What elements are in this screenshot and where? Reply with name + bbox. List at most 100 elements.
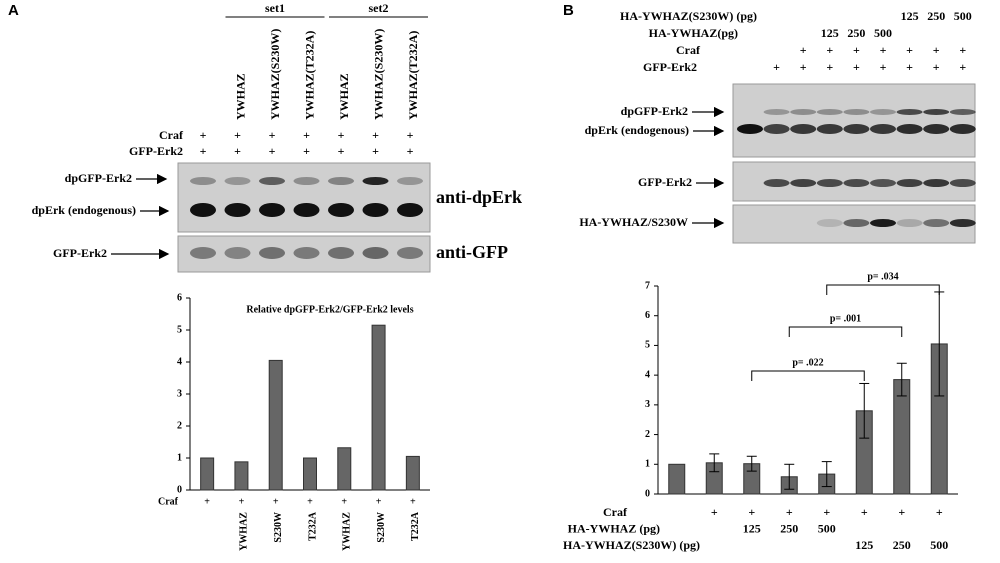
band (949, 219, 976, 227)
band (790, 109, 817, 115)
band (397, 203, 423, 217)
antibody-label: anti-dpErk (436, 187, 522, 207)
row-label: HA-YWHAZ(pg) (649, 26, 738, 40)
row-value: 125 (821, 26, 839, 40)
band (190, 247, 216, 259)
band (843, 124, 870, 134)
lane-label: YWHAZ(T232A) (302, 31, 316, 120)
band (224, 177, 251, 185)
row-label: GFP-Erk2 (129, 144, 183, 158)
band-label: dpGFP-Erk2 (65, 171, 132, 185)
band (763, 109, 790, 115)
x-tick-label: S230W (273, 512, 284, 543)
band (259, 177, 285, 185)
band-label: dpGFP-Erk2 (621, 104, 688, 118)
band (328, 177, 354, 185)
row-value: 500 (930, 538, 948, 552)
row-value: 500 (874, 26, 892, 40)
row-value: + (200, 144, 207, 158)
row-value: + (826, 43, 833, 57)
band (763, 124, 790, 134)
band (190, 203, 216, 217)
row-label: HA-YWHAZ(S230W) (pg) (620, 9, 757, 23)
bar (371, 324, 386, 491)
y-tick-label: 2 (645, 429, 650, 440)
row-value: + (959, 43, 966, 57)
y-tick-label: 5 (645, 340, 650, 351)
row-value: 125 (855, 538, 873, 552)
row-value: + (826, 60, 833, 74)
row-value: + (234, 128, 241, 142)
band (816, 219, 843, 227)
x-tick-label: T232A (307, 511, 318, 541)
band (362, 247, 389, 259)
row-label: Craf (159, 128, 184, 142)
bar (268, 359, 283, 491)
band (843, 219, 870, 227)
band (896, 109, 923, 115)
row-value: + (880, 43, 887, 57)
band (923, 124, 950, 134)
band (397, 247, 423, 259)
bar (337, 447, 352, 491)
lane-label: YWHAZ(S230W) (268, 29, 282, 120)
row-value: + (338, 144, 345, 158)
y-tick-label: 0 (177, 484, 182, 495)
band (923, 219, 950, 227)
row-value: + (800, 43, 807, 57)
significance-bracket (751, 370, 865, 381)
row-value: + (933, 43, 940, 57)
row-value: + (711, 505, 718, 519)
set-label: set1 (265, 1, 285, 15)
row-value: + (853, 60, 860, 74)
row-label: Craf (158, 496, 179, 507)
panel-label: A (8, 2, 19, 19)
row-value: + (372, 144, 379, 158)
panel-label: B (563, 2, 574, 19)
band (293, 247, 320, 259)
band-label: dpErk (endogenous) (32, 203, 136, 217)
band (896, 124, 923, 134)
row-value: + (376, 496, 382, 507)
antibody-label: anti-GFP (436, 242, 508, 262)
band (328, 247, 354, 259)
lane-label: YWHAZ(T232A) (406, 31, 420, 120)
row-value: + (933, 60, 940, 74)
band-label: dpErk (endogenous) (585, 123, 689, 137)
row-value: 250 (927, 9, 945, 23)
row-value: 500 (818, 521, 836, 535)
x-tick-label: T232A (410, 511, 421, 541)
row-value: + (269, 128, 276, 142)
row-value: 125 (743, 521, 761, 535)
band-label: GFP-Erk2 (53, 246, 107, 260)
row-value: 250 (847, 26, 865, 40)
band (397, 177, 423, 185)
y-tick-label: 1 (177, 452, 182, 463)
lane-label: YWHAZ(S230W) (371, 29, 385, 120)
row-value: + (269, 144, 276, 158)
y-tick-label: 3 (645, 399, 650, 410)
band (737, 124, 763, 134)
band (790, 124, 817, 134)
row-value: + (234, 144, 241, 158)
bar (893, 379, 911, 495)
row-value: + (936, 505, 943, 519)
row-label: Craf (676, 43, 701, 57)
row-value: + (898, 505, 905, 519)
row-value: + (906, 43, 913, 57)
significance-bracket (788, 326, 903, 337)
row-value: + (338, 128, 345, 142)
row-value: + (880, 60, 887, 74)
band (816, 179, 843, 187)
y-tick-label: 2 (177, 420, 182, 431)
x-tick-label: YWHAZ (342, 512, 353, 551)
band (896, 179, 923, 187)
y-tick-label: 0 (645, 488, 650, 499)
band (870, 109, 896, 115)
band (190, 177, 216, 185)
band (816, 124, 843, 134)
y-tick-label: 6 (645, 310, 650, 321)
bar (303, 457, 317, 491)
p-value: p= .001 (830, 313, 861, 324)
band (870, 219, 896, 227)
